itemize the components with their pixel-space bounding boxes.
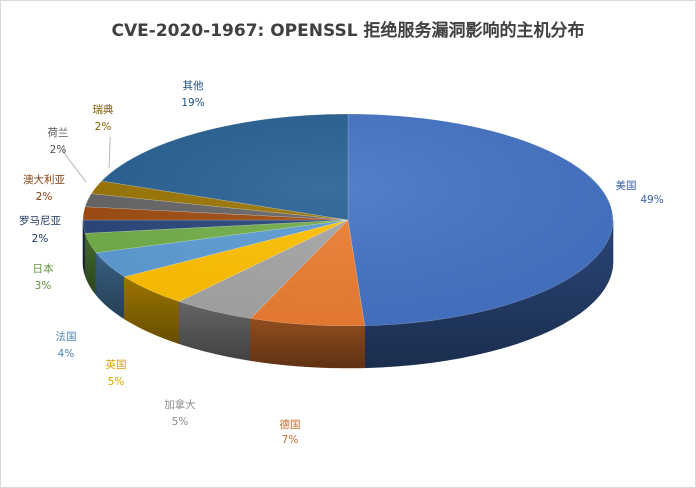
slice-value-美国: 49% bbox=[640, 194, 663, 206]
slice-value-英国: 5% bbox=[108, 376, 125, 388]
slice-label-德国: 德国 bbox=[280, 418, 301, 431]
slice-value-日本: 3% bbox=[35, 280, 52, 292]
slice-value-罗马尼亚: 2% bbox=[32, 233, 49, 245]
leader-line-荷兰 bbox=[63, 145, 87, 183]
slice-label-罗马尼亚: 罗马尼亚 bbox=[19, 215, 61, 227]
pie-slice-side-shade bbox=[250, 318, 365, 368]
slice-label-加拿大: 加拿大 bbox=[164, 398, 196, 411]
slice-label-美国: 美国 bbox=[616, 179, 637, 192]
slice-label-荷兰: 荷兰 bbox=[48, 126, 69, 139]
pie-slice-side-shade bbox=[83, 220, 86, 276]
pie-top-gloss bbox=[83, 114, 613, 326]
slice-value-法国: 4% bbox=[58, 348, 75, 360]
slice-value-瑞典: 2% bbox=[95, 121, 112, 133]
slice-value-德国: 7% bbox=[282, 434, 299, 446]
pie-slice-side-shade bbox=[95, 252, 125, 319]
slice-label-日本: 日本 bbox=[33, 262, 54, 275]
slice-label-英国: 英国 bbox=[106, 358, 127, 371]
pie-slice-side-shade bbox=[364, 220, 613, 368]
slice-value-荷兰: 2% bbox=[50, 144, 67, 156]
pie-slice-side-shade bbox=[124, 276, 180, 344]
slice-value-加拿大: 5% bbox=[172, 416, 189, 428]
pie-slice-side-shade bbox=[85, 233, 96, 295]
leader-line-瑞典 bbox=[108, 137, 111, 169]
slice-label-澳大利亚: 澳大利亚 bbox=[23, 173, 65, 186]
slice-label-法国: 法国 bbox=[56, 330, 77, 343]
slice-value-澳大利亚: 2% bbox=[36, 191, 53, 203]
chart-title: CVE-2020-1967: OPENSSL 拒绝服务漏洞影响的主机分布 bbox=[111, 21, 585, 41]
slice-label-其他: 其他 bbox=[183, 79, 204, 92]
slice-label-瑞典: 瑞典 bbox=[93, 103, 114, 116]
slice-value-其他: 19% bbox=[181, 97, 204, 109]
pie-slice-side-shade bbox=[179, 301, 251, 361]
